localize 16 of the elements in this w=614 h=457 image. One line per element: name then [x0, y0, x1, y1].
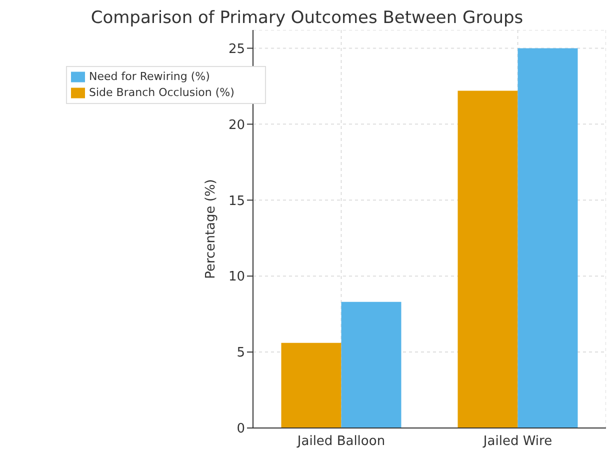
bar: [281, 342, 342, 428]
y-tick-label: 5: [236, 346, 245, 361]
y-axis-title: Percentage (%): [204, 179, 219, 279]
x-tick-label: Jailed Balloon: [296, 434, 386, 450]
y-tick-label: 25: [228, 42, 245, 57]
legend-label: Need for Rewiring (%): [89, 70, 210, 83]
y-tick-label: 15: [228, 194, 245, 209]
y-tick-label: 20: [228, 118, 245, 133]
legend-label: Side Branch Occlusion (%): [89, 86, 234, 99]
bar: [341, 302, 402, 428]
chart-title: Comparison of Primary Outcomes Between Groups: [90, 8, 524, 30]
bar: [518, 48, 578, 428]
y-tick-label: 10: [228, 270, 245, 285]
y-tick-label: 0: [236, 422, 245, 437]
x-tick-label: Jailed Wire: [482, 434, 552, 450]
bar: [458, 90, 518, 428]
